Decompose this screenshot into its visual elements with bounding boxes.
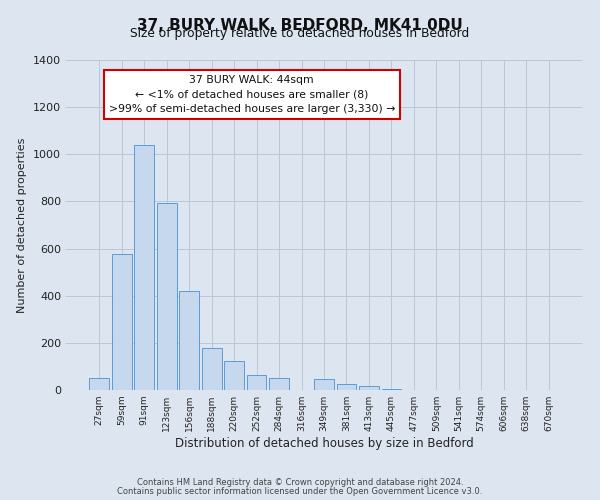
- Bar: [202, 348, 221, 390]
- Bar: [134, 145, 154, 390]
- Bar: [224, 360, 244, 390]
- Y-axis label: Number of detached properties: Number of detached properties: [17, 138, 28, 312]
- Bar: [89, 378, 109, 390]
- Bar: [247, 375, 266, 390]
- Bar: [112, 254, 131, 390]
- Bar: [269, 378, 289, 390]
- Bar: [337, 384, 356, 390]
- Bar: [359, 386, 379, 390]
- Text: 37, BURY WALK, BEDFORD, MK41 0DU: 37, BURY WALK, BEDFORD, MK41 0DU: [137, 18, 463, 32]
- Text: 37 BURY WALK: 44sqm
← <1% of detached houses are smaller (8)
>99% of semi-detach: 37 BURY WALK: 44sqm ← <1% of detached ho…: [109, 75, 395, 114]
- Text: Contains public sector information licensed under the Open Government Licence v3: Contains public sector information licen…: [118, 486, 482, 496]
- Bar: [382, 389, 401, 390]
- Bar: [157, 202, 176, 390]
- X-axis label: Distribution of detached houses by size in Bedford: Distribution of detached houses by size …: [175, 437, 473, 450]
- Text: Size of property relative to detached houses in Bedford: Size of property relative to detached ho…: [130, 28, 470, 40]
- Bar: [314, 379, 334, 390]
- Bar: [179, 291, 199, 390]
- Text: Contains HM Land Registry data © Crown copyright and database right 2024.: Contains HM Land Registry data © Crown c…: [137, 478, 463, 487]
